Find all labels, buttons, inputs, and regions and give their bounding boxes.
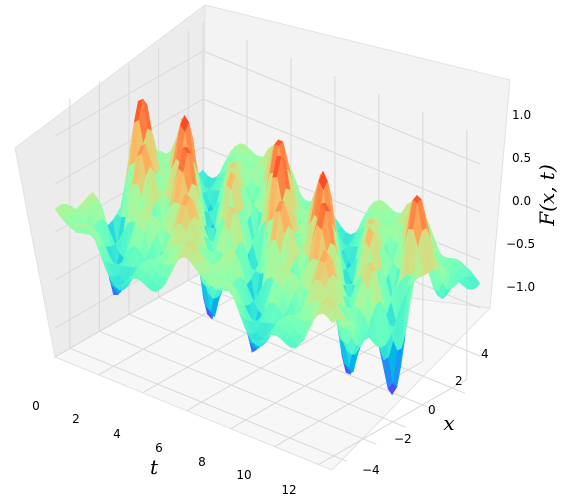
- floor-grid-line: [158, 296, 436, 411]
- x-tick-label: 2: [72, 412, 80, 426]
- y-tick-label: 4: [481, 347, 489, 361]
- surface: [54, 98, 481, 396]
- x-tick-label: 10: [236, 468, 251, 482]
- z-tick-label: 0.5: [512, 151, 531, 165]
- z-axis-title: F(x, t): [535, 164, 559, 227]
- x-tick-label: 4: [113, 427, 121, 441]
- x-tick-label: 12: [281, 483, 296, 497]
- x-tick-label: 6: [155, 441, 163, 455]
- back-grid-line: [202, 50, 481, 165]
- left-grid-line: [54, 50, 204, 137]
- x-tick-label: 8: [198, 455, 206, 469]
- floor-grid-line: [128, 313, 407, 428]
- z-tick-label: −0.5: [506, 237, 535, 251]
- z-tick-label: 0.0: [512, 194, 531, 208]
- z-tick-label: 1.0: [512, 108, 531, 122]
- y-axis-title: x: [443, 411, 454, 435]
- y-tick-label: 0: [428, 403, 436, 417]
- floor-grid-line: [99, 330, 377, 445]
- y-tick-label: −2: [394, 432, 412, 446]
- x-tick-label: 0: [32, 399, 40, 413]
- y-tick-label: −4: [362, 463, 380, 477]
- y-tick-label: 2: [455, 374, 463, 388]
- floor-grid-line: [69, 347, 347, 462]
- left-grid-line: [54, 98, 204, 185]
- back-grid-line: [202, 98, 481, 213]
- z-tick-label: −1.0: [506, 280, 535, 294]
- x-axis-title: t: [150, 455, 159, 479]
- tick-marks: 0 2 4 6 8 10 12 −4 −2 0 2 4 −1.0 −0.5 0.…: [32, 108, 535, 497]
- surface-patch: [327, 309, 337, 324]
